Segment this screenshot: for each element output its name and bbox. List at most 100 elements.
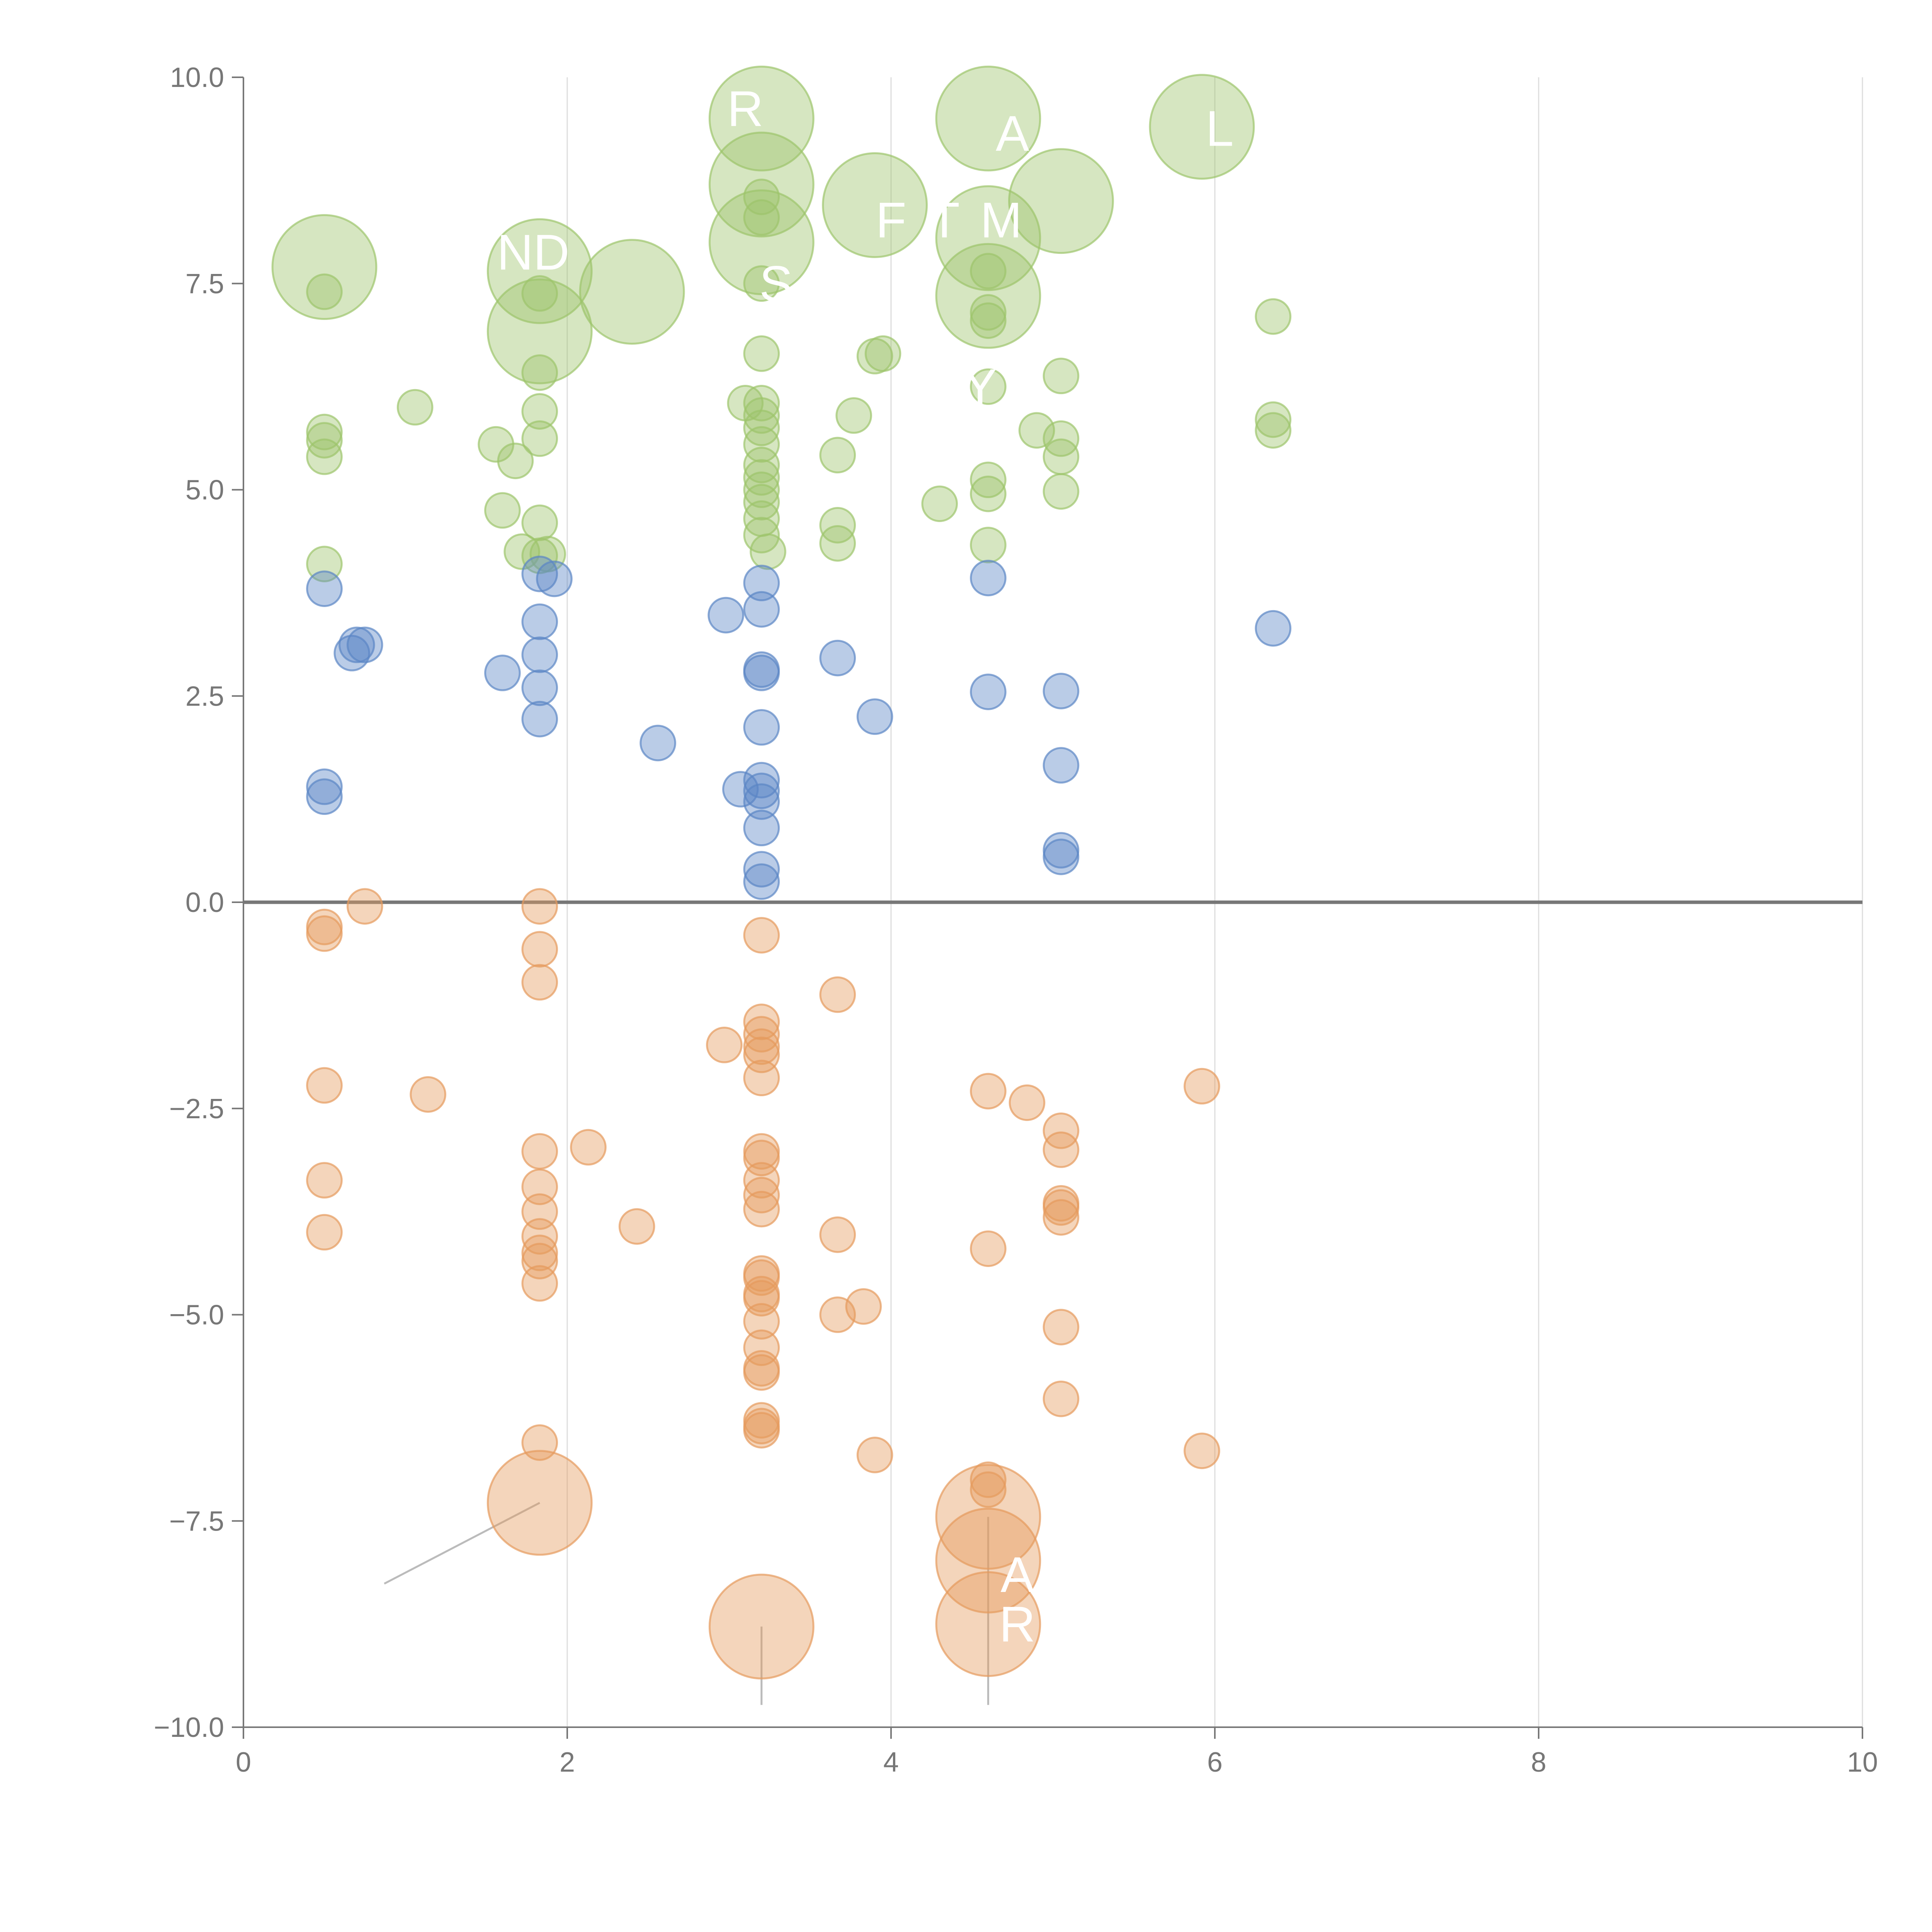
data-point-high — [743, 179, 780, 215]
data-point-low — [743, 1412, 780, 1449]
data-point-mid — [743, 591, 780, 628]
data-point-low — [743, 1354, 780, 1391]
data-point-low — [935, 1464, 1041, 1570]
data-point-high — [708, 131, 815, 238]
y-tick-label: −10.0 — [154, 1712, 224, 1743]
data-point-low — [1184, 1068, 1220, 1105]
data-point-low — [1184, 1432, 1220, 1469]
data-point-high — [743, 335, 780, 372]
data-point-high — [486, 278, 593, 384]
data-point-mid — [521, 701, 558, 738]
data-point-high — [1149, 74, 1255, 180]
data-point-mid — [1043, 747, 1080, 784]
data-point-low — [1043, 1309, 1080, 1345]
data-point-high — [822, 152, 928, 258]
data-point-low — [970, 1073, 1007, 1110]
data-point-low — [1009, 1084, 1046, 1121]
data-point-mid — [856, 698, 893, 735]
data-point-high — [921, 485, 958, 522]
data-point-high — [819, 437, 856, 474]
data-point-mid — [743, 655, 780, 691]
point-label: ND — [497, 224, 570, 281]
point-layer — [271, 65, 1292, 1680]
data-point-high — [835, 397, 872, 434]
data-point-high — [970, 253, 1007, 290]
data-point-low — [306, 1162, 343, 1199]
data-point-high — [1255, 401, 1292, 438]
data-point-mid — [743, 863, 780, 900]
data-point-low — [935, 1507, 1041, 1614]
data-point-mid — [521, 669, 558, 706]
data-point-high — [396, 389, 434, 426]
data-point-low — [486, 1450, 593, 1556]
data-point-low — [618, 1208, 655, 1245]
data-point-low — [521, 1133, 558, 1170]
data-point-low — [743, 1139, 780, 1177]
data-point-low — [743, 917, 780, 954]
data-point-mid — [743, 851, 780, 888]
data-point-high — [743, 265, 780, 302]
leader-line-layer — [384, 1502, 989, 1705]
y-tick-label: −5.0 — [169, 1300, 224, 1331]
y-tick-label: −7.5 — [169, 1506, 224, 1537]
data-point-high — [497, 442, 534, 480]
data-point-mid — [484, 655, 521, 691]
data-point-low — [743, 1060, 780, 1097]
data-point-mid — [819, 639, 856, 677]
data-point-low — [970, 1461, 1007, 1498]
x-tick-label: 8 — [1531, 1747, 1546, 1778]
point-label: A — [1000, 1546, 1034, 1603]
data-point-mid — [743, 709, 780, 746]
data-point-high — [743, 426, 780, 463]
data-point-high — [708, 189, 815, 295]
data-point-mid — [639, 724, 676, 762]
data-point-mid — [338, 626, 375, 663]
data-point-mid — [346, 626, 383, 663]
point-label: F — [876, 192, 906, 248]
data-point-high — [970, 527, 1007, 563]
data-point-high — [521, 420, 558, 457]
data-point-high — [750, 533, 786, 570]
data-point-low — [819, 976, 856, 1013]
data-point-low — [306, 915, 343, 952]
data-point-mid — [743, 810, 780, 847]
point-label: L — [1206, 100, 1233, 156]
data-point-low — [1043, 1189, 1080, 1226]
data-point-low — [970, 1230, 1007, 1267]
data-point-mid — [722, 771, 759, 808]
data-point-mid — [1043, 838, 1080, 875]
data-point-low — [521, 1265, 558, 1302]
data-point-low — [346, 888, 383, 925]
data-point-high — [970, 475, 1007, 512]
data-point-high — [935, 65, 1041, 172]
data-point-high — [521, 393, 558, 430]
x-tick-label: 6 — [1207, 1747, 1223, 1778]
data-point-high — [579, 239, 685, 345]
data-point-high — [970, 461, 1007, 498]
data-point-high — [864, 335, 901, 372]
y-tick-label: 5.0 — [185, 475, 224, 506]
data-point-low — [1043, 1112, 1080, 1149]
data-point-high — [935, 185, 1041, 291]
data-point-high — [1008, 148, 1114, 254]
data-point-low — [521, 964, 558, 1001]
y-tick-label: 7.5 — [185, 269, 224, 299]
x-tick-label: 0 — [236, 1747, 251, 1778]
point-label: T — [929, 192, 960, 248]
data-point-mid — [306, 570, 343, 607]
data-point-high — [306, 273, 343, 310]
data-point-high — [521, 354, 558, 391]
x-tick-label: 4 — [883, 1747, 899, 1778]
y-tick-label: 10.0 — [170, 62, 224, 93]
data-point-low — [743, 1303, 780, 1340]
data-point-mid — [743, 783, 780, 820]
data-point-mid — [521, 555, 558, 592]
data-point-mid — [743, 772, 780, 810]
data-point-mid — [970, 560, 1007, 597]
data-point-mid — [970, 673, 1007, 710]
data-point-high — [1255, 298, 1292, 335]
point-label: Y — [963, 359, 997, 415]
